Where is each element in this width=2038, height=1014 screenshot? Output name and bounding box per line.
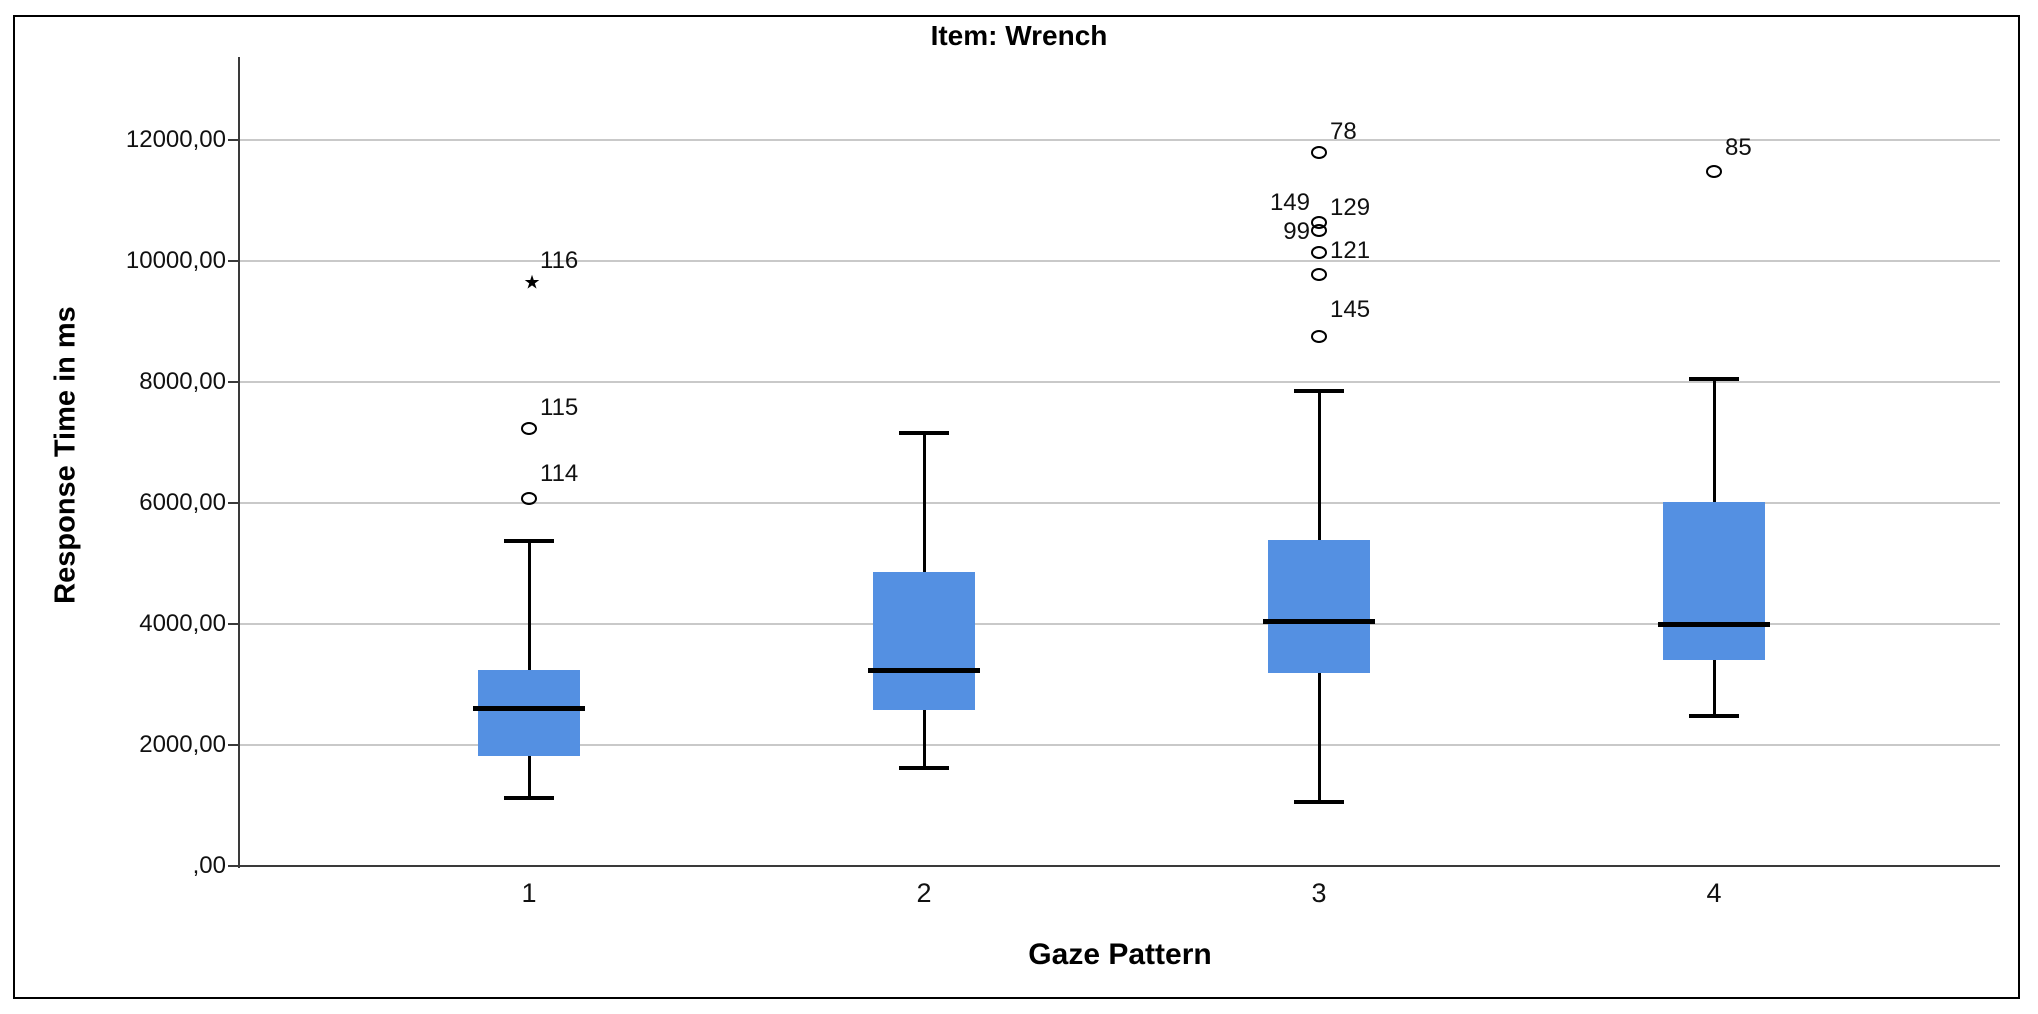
upper-whisker-cap xyxy=(899,431,949,436)
outlier-marker xyxy=(1706,164,1722,178)
upper-whisker xyxy=(527,541,531,671)
outlier-label: 85 xyxy=(1725,134,1752,162)
y-axis-title: Response Time in ms xyxy=(49,306,82,604)
median-line xyxy=(868,667,980,673)
outlier-label: 78 xyxy=(1330,117,1357,145)
upper-whisker-cap xyxy=(1689,377,1739,382)
gridline xyxy=(240,502,2000,505)
y-axis-tick-label: 10000,00 xyxy=(125,247,226,275)
upper-whisker-cap xyxy=(504,539,554,544)
boxplot-box xyxy=(1268,540,1370,674)
outlier-marker xyxy=(1311,329,1327,343)
y-axis-tick-label: 4000,00 xyxy=(139,610,226,638)
lower-whisker-cap xyxy=(899,766,949,771)
y-axis-tick xyxy=(228,744,238,747)
gridline xyxy=(240,623,2000,626)
median-line xyxy=(1658,622,1770,628)
y-axis-tick xyxy=(228,865,238,867)
upper-whisker-cap xyxy=(1294,389,1344,394)
outlier-marker xyxy=(521,491,537,505)
gridline xyxy=(240,260,2000,263)
x-axis-category-label: 2 xyxy=(916,878,932,908)
outlier-label: 145 xyxy=(1330,296,1371,324)
outlier-label: 129 xyxy=(1330,193,1371,221)
y-axis-line xyxy=(238,57,240,868)
y-axis-tick xyxy=(228,260,238,263)
outlier-label: 99 xyxy=(1283,218,1310,246)
outlier-label: 114 xyxy=(540,460,579,488)
outlier-marker xyxy=(1311,245,1327,259)
lower-whisker-cap xyxy=(1294,799,1344,804)
gridline xyxy=(240,744,2000,747)
chart-border xyxy=(13,15,2020,999)
outlier-label: 149 xyxy=(1269,189,1310,217)
lower-whisker-cap xyxy=(1689,714,1739,719)
y-axis-tick-label: 8000,00 xyxy=(139,368,226,396)
outlier-label: 116 xyxy=(540,246,579,274)
x-axis-title: Gaze Pattern xyxy=(1028,938,1212,971)
y-axis-tick xyxy=(228,139,238,142)
lower-whisker xyxy=(1317,673,1321,802)
outlier-marker xyxy=(1311,215,1327,229)
y-axis-tick-label: 2000,00 xyxy=(139,731,226,759)
boxplot-box xyxy=(1663,502,1765,660)
x-axis-category-label: 1 xyxy=(521,878,537,908)
outlier-marker xyxy=(1311,267,1327,281)
outlier-marker xyxy=(1311,146,1327,160)
y-axis-tick-label: 12000,00 xyxy=(125,126,226,154)
outlier-label: 121 xyxy=(1330,237,1371,265)
lower-whisker xyxy=(527,755,531,799)
x-axis-category-label: 4 xyxy=(1706,878,1722,908)
x-axis-line xyxy=(238,865,2000,867)
upper-whisker xyxy=(1712,379,1716,502)
boxplot-box xyxy=(478,670,580,756)
boxplot-box xyxy=(873,572,975,710)
gridline xyxy=(240,381,2000,384)
chart-title: Item: Wrench xyxy=(930,20,1108,51)
y-axis-tick xyxy=(228,502,238,505)
y-axis-tick xyxy=(228,623,238,626)
median-line xyxy=(1263,618,1375,624)
y-axis-tick-label: 6000,00 xyxy=(139,489,226,517)
outlier-marker xyxy=(521,421,537,435)
y-axis-tick xyxy=(228,381,238,384)
extreme-outlier-marker: ★ xyxy=(523,272,541,294)
upper-whisker xyxy=(1317,391,1321,541)
x-axis-category-label: 3 xyxy=(1311,878,1327,908)
median-line xyxy=(473,706,585,712)
lower-whisker xyxy=(922,710,926,769)
y-axis-tick-label: ,00 xyxy=(192,852,226,879)
lower-whisker-cap xyxy=(504,796,554,801)
gridline xyxy=(240,139,2000,142)
outlier-label: 115 xyxy=(540,394,579,422)
lower-whisker xyxy=(1712,659,1716,717)
upper-whisker xyxy=(922,433,926,573)
